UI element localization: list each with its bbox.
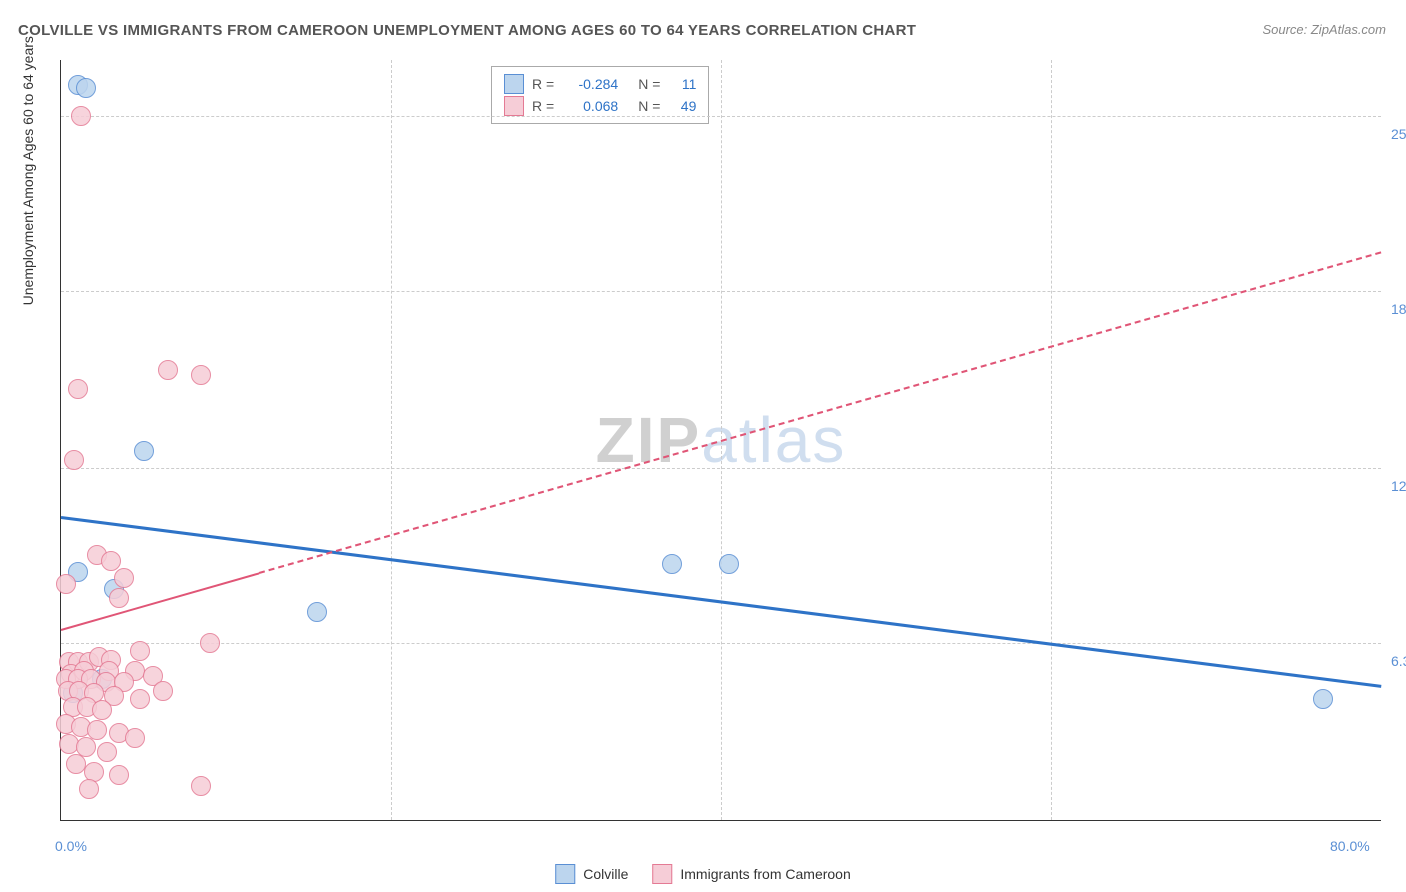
legend-swatch: [504, 96, 524, 116]
gridline-vertical: [1051, 60, 1052, 820]
series-legend: Colville Immigrants from Cameroon: [555, 864, 851, 884]
data-point: [134, 441, 154, 461]
data-point: [109, 588, 129, 608]
x-tick-label: 0.0%: [55, 838, 87, 854]
data-point: [191, 776, 211, 796]
data-point: [130, 689, 150, 709]
x-tick-label: 80.0%: [1330, 838, 1370, 854]
trend-line: [259, 251, 1382, 574]
legend-item: Colville: [555, 864, 628, 884]
data-point: [66, 754, 86, 774]
n-label: N =: [638, 73, 660, 95]
correlation-row: R = -0.284 N = 11: [504, 73, 696, 95]
legend-label: Immigrants from Cameroon: [680, 866, 850, 882]
source-attribution: Source: ZipAtlas.com: [1262, 22, 1386, 37]
trend-line: [61, 572, 260, 630]
y-tick-label: 6.3%: [1391, 653, 1406, 669]
y-tick-label: 12.5%: [1391, 478, 1406, 494]
legend-swatch: [504, 74, 524, 94]
r-value: 0.068: [562, 95, 618, 117]
r-label: R =: [532, 95, 554, 117]
data-point: [153, 681, 173, 701]
data-point: [662, 554, 682, 574]
gridline-vertical: [391, 60, 392, 820]
chart-title: COLVILLE VS IMMIGRANTS FROM CAMEROON UNE…: [18, 22, 916, 39]
watermark-zip: ZIP: [596, 404, 702, 476]
r-value: -0.284: [562, 73, 618, 95]
n-value: 49: [668, 95, 696, 117]
legend-swatch: [555, 864, 575, 884]
data-point: [92, 700, 112, 720]
y-tick-label: 18.8%: [1391, 301, 1406, 317]
r-label: R =: [532, 73, 554, 95]
data-point: [200, 633, 220, 653]
n-value: 11: [668, 73, 696, 95]
data-point: [79, 779, 99, 799]
data-point: [56, 574, 76, 594]
data-point: [71, 106, 91, 126]
data-point: [125, 728, 145, 748]
data-point: [130, 641, 150, 661]
legend-label: Colville: [583, 866, 628, 882]
legend-swatch: [652, 864, 672, 884]
legend-item: Immigrants from Cameroon: [652, 864, 850, 884]
data-point: [101, 551, 121, 571]
scatter-plot-area: ZIPatlas R =-0.284N =11R =0.068N =49 6.3…: [60, 60, 1381, 821]
data-point: [109, 765, 129, 785]
data-point: [307, 602, 327, 622]
data-point: [114, 568, 134, 588]
data-point: [64, 450, 84, 470]
data-point: [1313, 689, 1333, 709]
data-point: [719, 554, 739, 574]
data-point: [191, 365, 211, 385]
data-point: [97, 742, 117, 762]
source-prefix: Source:: [1262, 22, 1310, 37]
y-axis-title: Unemployment Among Ages 60 to 64 years: [20, 36, 36, 305]
y-tick-label: 25.0%: [1391, 126, 1406, 142]
n-label: N =: [638, 95, 660, 117]
correlation-row: R = 0.068 N = 49: [504, 95, 696, 117]
data-point: [158, 360, 178, 380]
source-name: ZipAtlas.com: [1311, 22, 1386, 37]
data-point: [68, 379, 88, 399]
data-point: [76, 78, 96, 98]
